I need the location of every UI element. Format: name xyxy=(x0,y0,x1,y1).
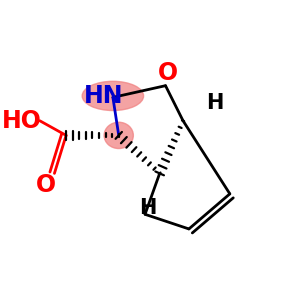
Text: H: H xyxy=(139,199,157,218)
Text: HO: HO xyxy=(2,109,42,133)
Ellipse shape xyxy=(104,122,134,148)
Text: H: H xyxy=(206,93,224,113)
Ellipse shape xyxy=(82,81,144,110)
Text: O: O xyxy=(36,173,56,197)
Text: HN: HN xyxy=(84,84,124,108)
Text: O: O xyxy=(158,61,178,85)
